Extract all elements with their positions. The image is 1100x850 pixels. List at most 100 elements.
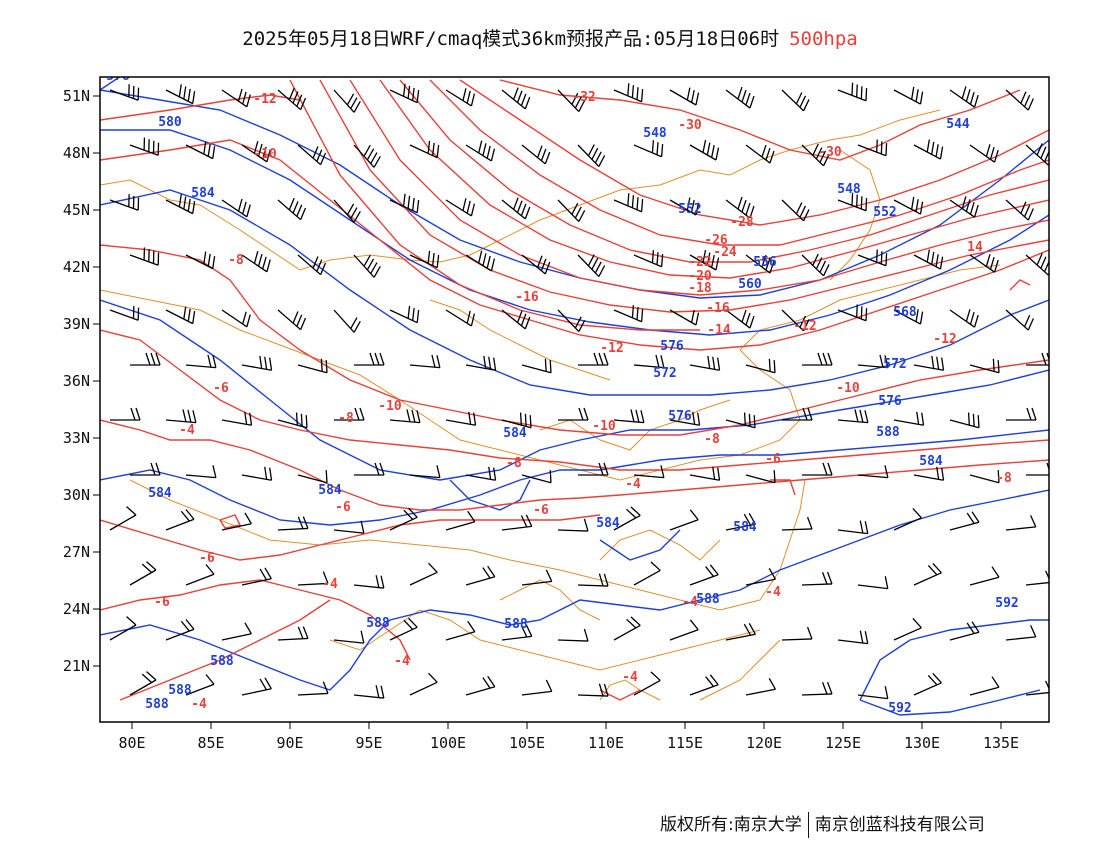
lat-tick-label: 36N [63, 372, 90, 390]
lon-tick-label: 110E [588, 734, 624, 752]
temperature-label: 14 [967, 240, 983, 255]
wind-barb [689, 355, 721, 371]
wind-barb [725, 309, 755, 329]
temperature-label: -30 [818, 145, 842, 160]
wind-barb [334, 407, 365, 421]
wind-barb [802, 462, 833, 476]
border-line [699, 639, 781, 701]
temperature-label: -18 [688, 281, 712, 296]
wind-barb [949, 309, 979, 328]
height-label: 576 [668, 409, 692, 424]
wind-barb [557, 518, 589, 532]
border-line [429, 299, 611, 381]
temperature-label: -4 [625, 477, 641, 492]
height-label: 572 [883, 357, 906, 372]
lat-tick-label: 30N [63, 486, 90, 504]
wind-barb [613, 506, 641, 531]
wind-barb [949, 621, 980, 641]
temperature-label: -6 [335, 500, 351, 515]
wind-barb [802, 352, 833, 366]
wind-barb [669, 197, 700, 216]
wind-barb [333, 309, 361, 333]
wind-barb [501, 412, 532, 429]
wind-barb [409, 140, 440, 159]
wind-barb [1025, 570, 1049, 586]
height-label: 588 [876, 425, 900, 440]
temperature-contours [100, 79, 1049, 701]
wind-barb [913, 466, 945, 481]
temperature-contour [499, 79, 1021, 161]
height-label: 552 [873, 205, 896, 220]
border-line [829, 149, 881, 281]
wind-barb [913, 673, 942, 696]
temperature-contour [100, 329, 1049, 471]
map-frame [99, 76, 1050, 723]
wind-barb [745, 677, 777, 696]
wind-barb [1005, 199, 1034, 221]
border-line [329, 609, 761, 671]
wind-barb [165, 306, 196, 325]
wind-barb [577, 573, 609, 587]
wind-barb [725, 512, 757, 531]
height-label: 584 [318, 483, 342, 498]
wind-barb [781, 626, 813, 641]
wind-barb [221, 88, 251, 108]
wind-barb [557, 89, 586, 113]
wind-barb [409, 354, 441, 369]
wind-barb [129, 671, 157, 696]
height-contour [859, 619, 1049, 701]
title-main: 2025年05月18日WRF/cmaq模式36km预报产品:05月18日06时 [242, 28, 780, 50]
wind-barb [893, 618, 922, 641]
wind-barb [445, 411, 477, 426]
wind-barb [893, 196, 924, 215]
wind-barb [613, 305, 644, 323]
wind-barb [389, 617, 418, 641]
border-line [539, 399, 731, 451]
wind-barb [969, 254, 999, 273]
wind-barb [557, 628, 589, 642]
temperature-label: -8 [996, 471, 1012, 486]
temperature-label: -4 [191, 697, 207, 712]
wind-barb [445, 510, 476, 531]
height-label: 556 [753, 255, 777, 270]
wind-barb [165, 84, 196, 105]
temperature-label: -6 [213, 381, 229, 396]
lat-tick-label: 33N [63, 429, 90, 447]
temperature-label: -6 [765, 452, 781, 467]
wind-barb [689, 466, 721, 481]
wind-barb [1026, 352, 1049, 366]
wind-barb [781, 309, 810, 332]
wind-barb [913, 355, 945, 371]
wind-barb [613, 83, 644, 103]
wind-barb [837, 304, 868, 322]
wind-barb [669, 411, 701, 426]
lat-tick-label: 45N [63, 201, 90, 219]
lat-tick-label: 24N [63, 600, 90, 618]
wind-barb [221, 411, 253, 426]
wind-barb [333, 89, 361, 113]
wind-barb [557, 199, 586, 223]
height-label: 552 [678, 202, 701, 217]
wind-barb [109, 616, 137, 641]
height-label: 548 [643, 126, 667, 141]
wind-barb [745, 470, 776, 484]
wind-barb [221, 512, 252, 531]
border-line [499, 579, 601, 621]
wind-barb [558, 407, 589, 421]
wind-barb [277, 197, 307, 221]
temperature-contour [289, 79, 700, 331]
wind-barb [389, 507, 418, 531]
wind-barb [409, 672, 438, 696]
wind-barb [501, 309, 531, 330]
temperature-contour [100, 579, 411, 661]
wind-barb [241, 251, 271, 273]
wind-barbs [109, 82, 1049, 700]
lat-tick-label: 42N [63, 258, 90, 276]
map-title: 2025年05月18日WRF/cmaq模式36km预报产品:05月18日06时 5… [0, 24, 1100, 51]
wind-barb [501, 197, 531, 220]
temperature-label: -4 [179, 423, 195, 438]
border-line [100, 109, 941, 271]
wind-barb [221, 309, 251, 328]
wind-barb [745, 254, 775, 274]
